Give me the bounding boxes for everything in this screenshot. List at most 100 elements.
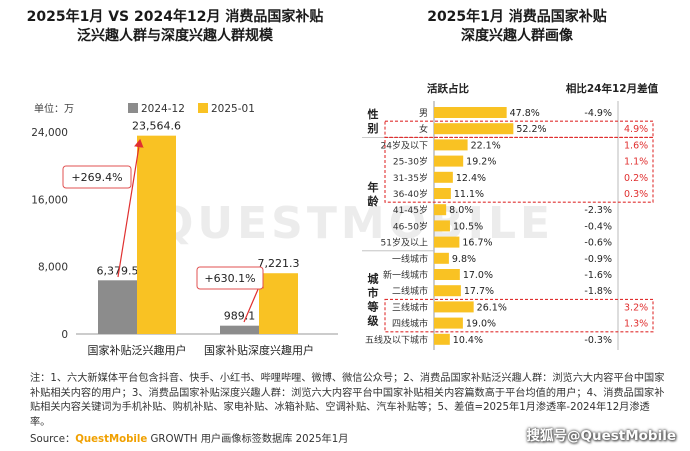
group-label: 级 [367, 313, 380, 327]
row-label: 五线及以下城市 [365, 334, 428, 346]
row-label: 31-35岁 [393, 172, 428, 184]
row-label: 女 [419, 123, 428, 135]
left-title-line2: 泛兴趣人群与深度兴趣人群规模 [77, 28, 273, 44]
source-brand: QuestMobile [75, 434, 148, 445]
row-label: 24岁及以下 [381, 139, 428, 151]
growth-arrow [117, 138, 144, 278]
left-chart-title: 2025年1月 VS 2024年12月 消费品国家补贴 泛兴趣人群与深度兴趣人群… [10, 8, 340, 46]
share-bar [434, 155, 464, 167]
left-bar-chart: 单位：万 2024-12 2025-01 0 8,000 16,000 24,000 6,37… [31, 102, 338, 357]
group-label: 市 [368, 285, 379, 299]
y-tick-label: 8,000 [38, 262, 68, 274]
share-value-label: 11.1% [454, 189, 484, 200]
highlight-box [384, 120, 654, 138]
share-bar [434, 252, 449, 264]
group-label: 年 [368, 180, 379, 194]
source-line: Source：QuestMobile GROWTH 用户画像标签数据库 2025… [30, 430, 348, 445]
diff-value-label: -4.9% [584, 108, 612, 119]
unit-label: 单位：万 [34, 102, 74, 115]
row-label: 41-45岁 [393, 204, 428, 216]
share-bar [434, 123, 514, 135]
bar-2024-12-2 [220, 325, 259, 334]
right-chart-title: 2025年1月 消费品国家补贴 深度兴趣人群画像 [352, 8, 682, 46]
group-label: 别 [367, 121, 379, 135]
column-header-share: 活跃占比 [427, 82, 469, 95]
footnotes: 注：1、六大新媒体平台包含抖音、快手、小红书、哔哩哔哩、微博、微信公众号；2、消… [30, 373, 665, 428]
diff-value-label: 0.2% [624, 173, 648, 184]
source-prefix: Source： [30, 434, 76, 445]
diff-value-label: 1.1% [624, 157, 648, 168]
diff-value-label: 4.9% [624, 124, 648, 135]
bar-value-label: 6,379.5 [97, 264, 139, 277]
share-bar [434, 285, 461, 297]
share-value-label: 10.5% [453, 221, 483, 232]
diff-value-label: -1.8% [584, 286, 612, 297]
share-value-label: 47.8% [510, 108, 540, 119]
share-bar [434, 301, 474, 313]
diff-value-label: -0.6% [584, 238, 612, 249]
diff-value-label: -2.3% [584, 205, 612, 216]
diff-value-label: 3.2% [624, 302, 648, 313]
share-bar [434, 204, 447, 216]
share-value-label: 17.0% [463, 270, 493, 281]
legend-swatch-2 [198, 103, 208, 113]
share-value-label: 8.0% [449, 205, 473, 216]
share-value-label: 10.4% [453, 335, 483, 346]
row-label: 一线城市 [392, 253, 428, 265]
source-rest: GROWTH 用户画像标签数据库 2025年1月 [147, 434, 349, 445]
share-value-label: 52.2% [516, 124, 546, 135]
x-category-label: 国家补贴深度兴趣用户 [204, 343, 314, 357]
share-bar [434, 220, 450, 232]
row-label: 25-30岁 [393, 156, 428, 168]
row-label: 46-50岁 [393, 220, 428, 232]
row-label: 四线城市 [392, 318, 428, 330]
bar-2025-01-2 [259, 273, 298, 334]
group-label: 等 [367, 299, 379, 313]
share-bar [434, 171, 453, 183]
share-bar [434, 333, 450, 345]
right-title-line1: 2025年1月 消费品国家补贴 [427, 9, 607, 25]
row-label: 三线城市 [392, 301, 428, 313]
diff-value-label: -0.3% [584, 335, 612, 346]
share-value-label: 16.7% [462, 238, 492, 249]
y-tick-label: 0 [61, 329, 68, 341]
share-value-label: 12.4% [456, 173, 486, 184]
share-value-label: 19.0% [466, 319, 496, 330]
left-title-line1: 2025年1月 VS 2024年12月 消费品国家补贴 [26, 9, 324, 25]
bar-value-label: 989.1 [224, 310, 256, 323]
growth-annotation: +269.4% [71, 171, 122, 184]
highlight-box [384, 136, 654, 203]
credit-watermark: 搜狐号@QuestMobile [526, 428, 676, 444]
diff-value-label: 1.6% [624, 140, 648, 151]
share-bar [434, 269, 460, 280]
bar-value-label: 7,221.3 [258, 257, 300, 270]
share-value-label: 26.1% [477, 302, 507, 313]
group-label: 性 [368, 107, 379, 121]
legend-label-1: 2024-12 [141, 103, 185, 115]
group-label: 城 [368, 271, 379, 285]
row-label: 男 [419, 108, 428, 119]
diff-value-label: -0.9% [584, 254, 612, 265]
share-bar [434, 107, 507, 118]
share-bar [434, 188, 451, 199]
growth-annotation-box [196, 266, 264, 290]
growth-annotation: +630.1% [204, 272, 255, 285]
bar-2025-01-1 [137, 135, 176, 334]
share-bar [434, 317, 463, 329]
share-bar [434, 236, 460, 248]
bar-2024-12-1 [98, 280, 137, 334]
share-value-label: 9.8% [452, 254, 476, 265]
share-value-label: 17.7% [464, 286, 494, 297]
diff-value-label: -0.4% [584, 221, 612, 232]
right-title-line2: 深度兴趣人群画像 [461, 28, 573, 44]
diff-value-label: 0.3% [624, 189, 648, 200]
growth-annotation-box [62, 165, 132, 189]
share-value-label: 19.2% [466, 157, 496, 168]
diff-value-label: 1.3% [624, 319, 648, 330]
x-category-label: 国家补贴泛兴趣用户 [88, 343, 187, 357]
share-value-label: 22.1% [471, 140, 501, 151]
bar-value-label: 23,564.6 [132, 120, 181, 133]
legend-swatch-1 [128, 103, 138, 113]
